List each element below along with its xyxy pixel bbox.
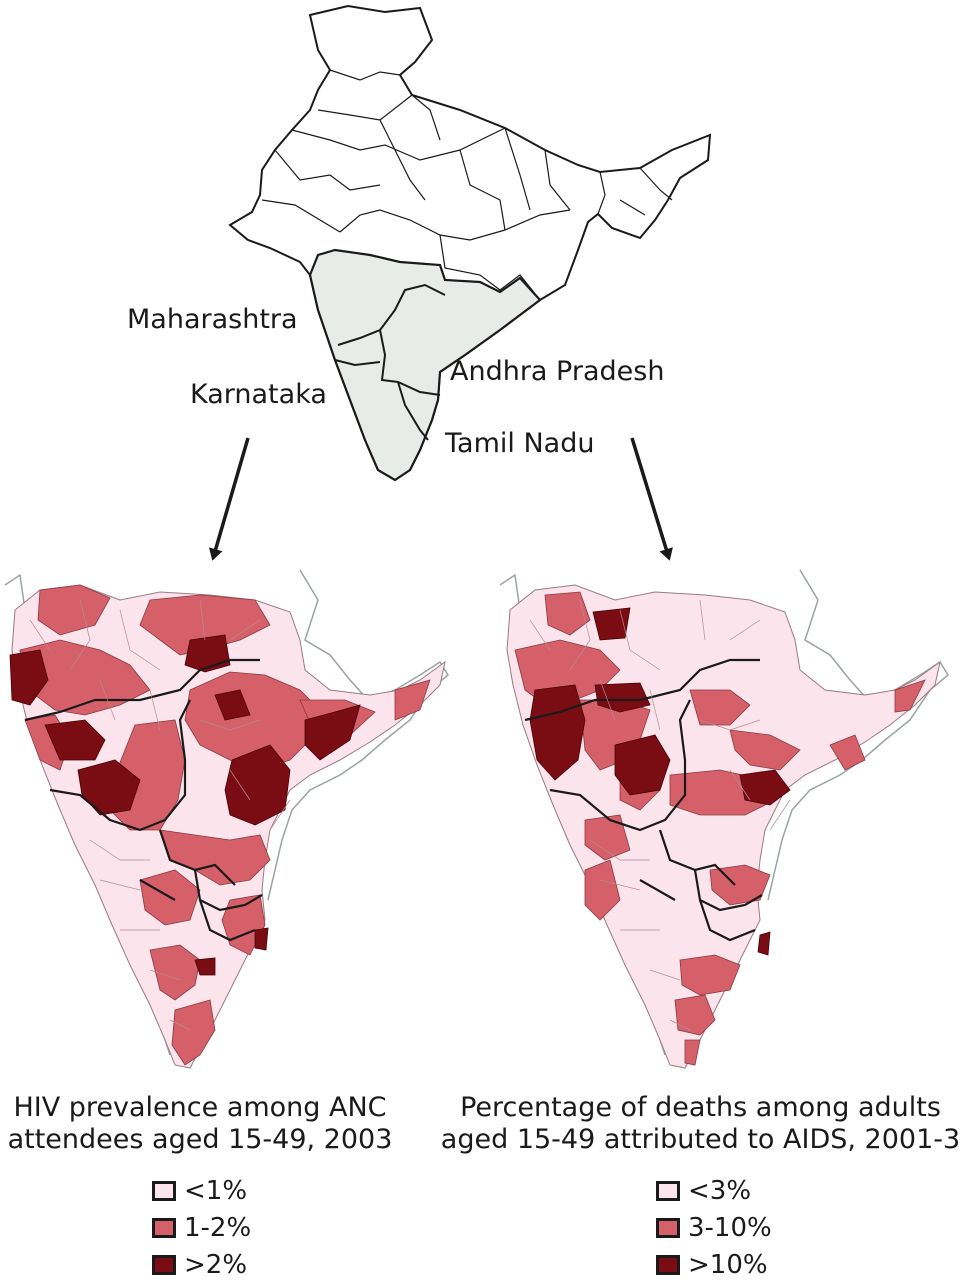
highlighted-southern-states bbox=[308, 248, 542, 482]
left-legend-item: 1-2% bbox=[152, 1211, 251, 1244]
legend-label: 1-2% bbox=[184, 1212, 252, 1243]
right-map-title-line1: Percentage of deaths among adults bbox=[460, 1092, 941, 1123]
left-high-regions bbox=[9, 634, 361, 976]
legend-label: >10% bbox=[688, 1249, 768, 1280]
left-district-lines bbox=[29, 599, 291, 1031]
left-map-title-line2: attendees aged 15-49, 2003 bbox=[7, 1124, 393, 1155]
right-coastline-east bbox=[767, 569, 949, 901]
legend-label: 3-10% bbox=[688, 1212, 772, 1243]
legend-swatch-mid bbox=[656, 1217, 680, 1238]
right-high-regions bbox=[529, 607, 791, 956]
left-arrow bbox=[208, 437, 250, 561]
legend-swatch-low bbox=[152, 1180, 176, 1201]
legend-label: <1% bbox=[184, 1175, 248, 1206]
right-arrow bbox=[630, 437, 673, 561]
left-state-borders bbox=[24, 658, 263, 942]
right-map-title-line2: aged 15-49 attributed to AIDS, 2001-3 bbox=[440, 1124, 961, 1155]
label-maharashtra: Maharashtra bbox=[127, 304, 298, 335]
right-state-borders bbox=[524, 658, 763, 942]
right-legend-item: 3-10% bbox=[656, 1211, 772, 1244]
left-legend: <1% 1-2% >2% bbox=[152, 1174, 251, 1285]
left-legend-item: >2% bbox=[152, 1248, 251, 1281]
legend-label: >2% bbox=[184, 1249, 248, 1280]
right-legend: <3% 3-10% >10% bbox=[656, 1174, 772, 1285]
state-borders bbox=[261, 69, 673, 301]
right-mid-regions bbox=[514, 591, 926, 1066]
legend-swatch-high bbox=[152, 1254, 176, 1275]
right-map-title: Percentage of deaths among adults aged 1… bbox=[440, 1092, 961, 1156]
label-karnataka: Karnataka bbox=[190, 379, 327, 410]
india-map bbox=[228, 4, 712, 482]
right-legend-item: <3% bbox=[656, 1174, 772, 1207]
label-tamil-nadu: Tamil Nadu bbox=[445, 428, 595, 459]
legend-label: <3% bbox=[688, 1175, 752, 1206]
right-district-lines bbox=[529, 599, 791, 1031]
label-andhra-pradesh: Andhra Pradesh bbox=[450, 356, 665, 387]
left-choropleth-map bbox=[4, 569, 449, 1069]
right-choropleth-map bbox=[499, 569, 949, 1069]
legend-swatch-mid bbox=[152, 1217, 176, 1238]
right-legend-item: >10% bbox=[656, 1248, 772, 1281]
legend-swatch-high bbox=[656, 1254, 680, 1275]
left-map-title: HIV prevalence among ANC attendees aged … bbox=[0, 1092, 400, 1156]
legend-swatch-low bbox=[656, 1180, 680, 1201]
highlighted-state-borders bbox=[334, 283, 446, 441]
left-legend-item: <1% bbox=[152, 1174, 251, 1207]
left-map-title-line1: HIV prevalence among ANC bbox=[13, 1092, 387, 1123]
